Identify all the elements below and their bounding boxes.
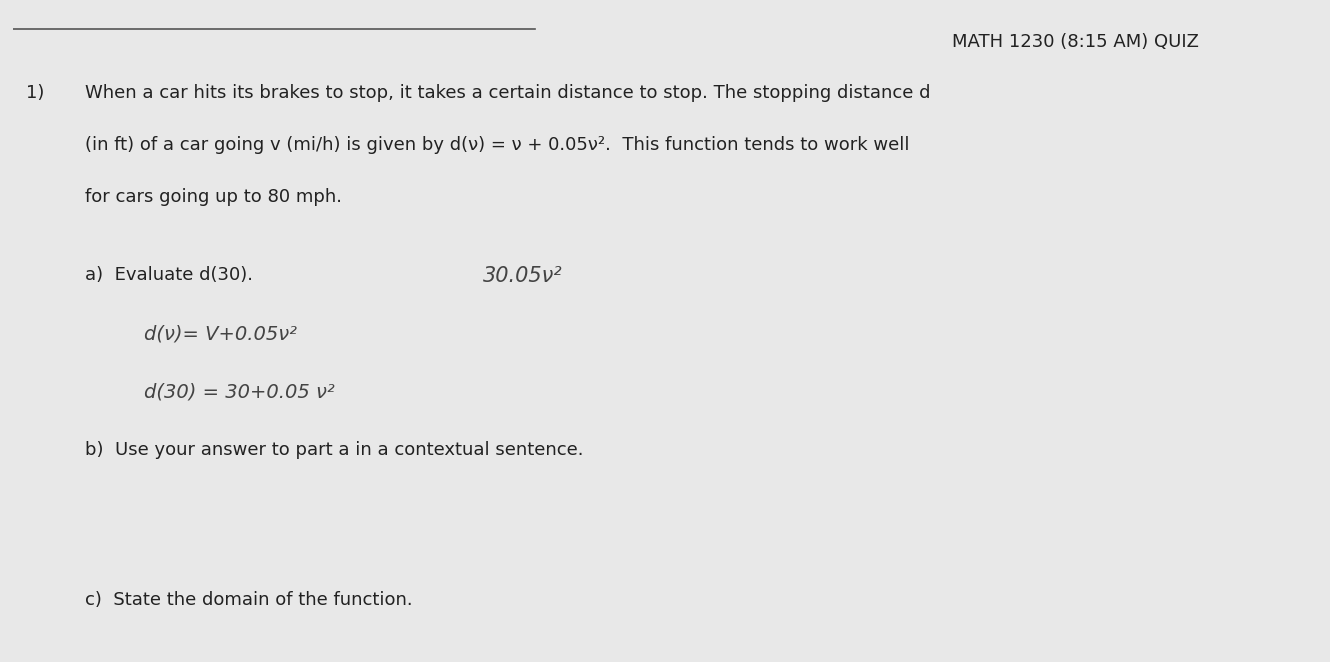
Text: d(ν)= V+0.05ν²: d(ν)= V+0.05ν² [144,324,297,344]
Text: a)  Evaluate d(30).: a) Evaluate d(30). [85,266,253,284]
Text: b)  Use your answer to part a in a contextual sentence.: b) Use your answer to part a in a contex… [85,442,584,459]
Text: c)  State the domain of the function.: c) State the domain of the function. [85,591,412,608]
Text: (in ft) of a car going v (mi/h) is given by d(ν) = ν + 0.05ν².  This function te: (in ft) of a car going v (mi/h) is given… [85,136,910,154]
Text: MATH 1230 (8:15 AM) QUIZ: MATH 1230 (8:15 AM) QUIZ [952,32,1198,50]
Text: for cars going up to 80 mph.: for cars going up to 80 mph. [85,188,342,207]
Text: When a car hits its brakes to stop, it takes a certain distance to stop. The sto: When a car hits its brakes to stop, it t… [85,85,931,103]
Text: d(30) = 30+0.05 ν²: d(30) = 30+0.05 ν² [144,383,334,402]
Text: 1): 1) [27,85,45,103]
Text: 30.05ν²: 30.05ν² [483,266,563,286]
